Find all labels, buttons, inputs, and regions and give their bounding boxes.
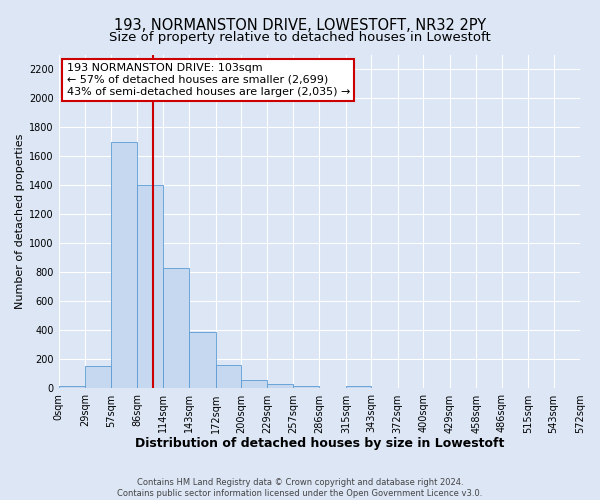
- Text: Contains HM Land Registry data © Crown copyright and database right 2024.
Contai: Contains HM Land Registry data © Crown c…: [118, 478, 482, 498]
- Bar: [163, 268, 189, 388]
- Text: Size of property relative to detached houses in Lowestoft: Size of property relative to detached ho…: [109, 31, 491, 44]
- Bar: [85, 366, 111, 388]
- X-axis label: Distribution of detached houses by size in Lowestoft: Distribution of detached houses by size …: [135, 437, 504, 450]
- Bar: [293, 386, 319, 388]
- Bar: [241, 380, 268, 388]
- Text: 193, NORMANSTON DRIVE, LOWESTOFT, NR32 2PY: 193, NORMANSTON DRIVE, LOWESTOFT, NR32 2…: [114, 18, 486, 32]
- Bar: [59, 386, 85, 388]
- Bar: [111, 142, 137, 388]
- Bar: [137, 186, 163, 388]
- Y-axis label: Number of detached properties: Number of detached properties: [15, 134, 25, 310]
- Bar: [215, 366, 241, 388]
- Bar: [346, 386, 371, 388]
- Bar: [189, 332, 215, 388]
- Text: 193 NORMANSTON DRIVE: 103sqm
← 57% of detached houses are smaller (2,699)
43% of: 193 NORMANSTON DRIVE: 103sqm ← 57% of de…: [67, 64, 350, 96]
- Bar: [268, 384, 293, 388]
